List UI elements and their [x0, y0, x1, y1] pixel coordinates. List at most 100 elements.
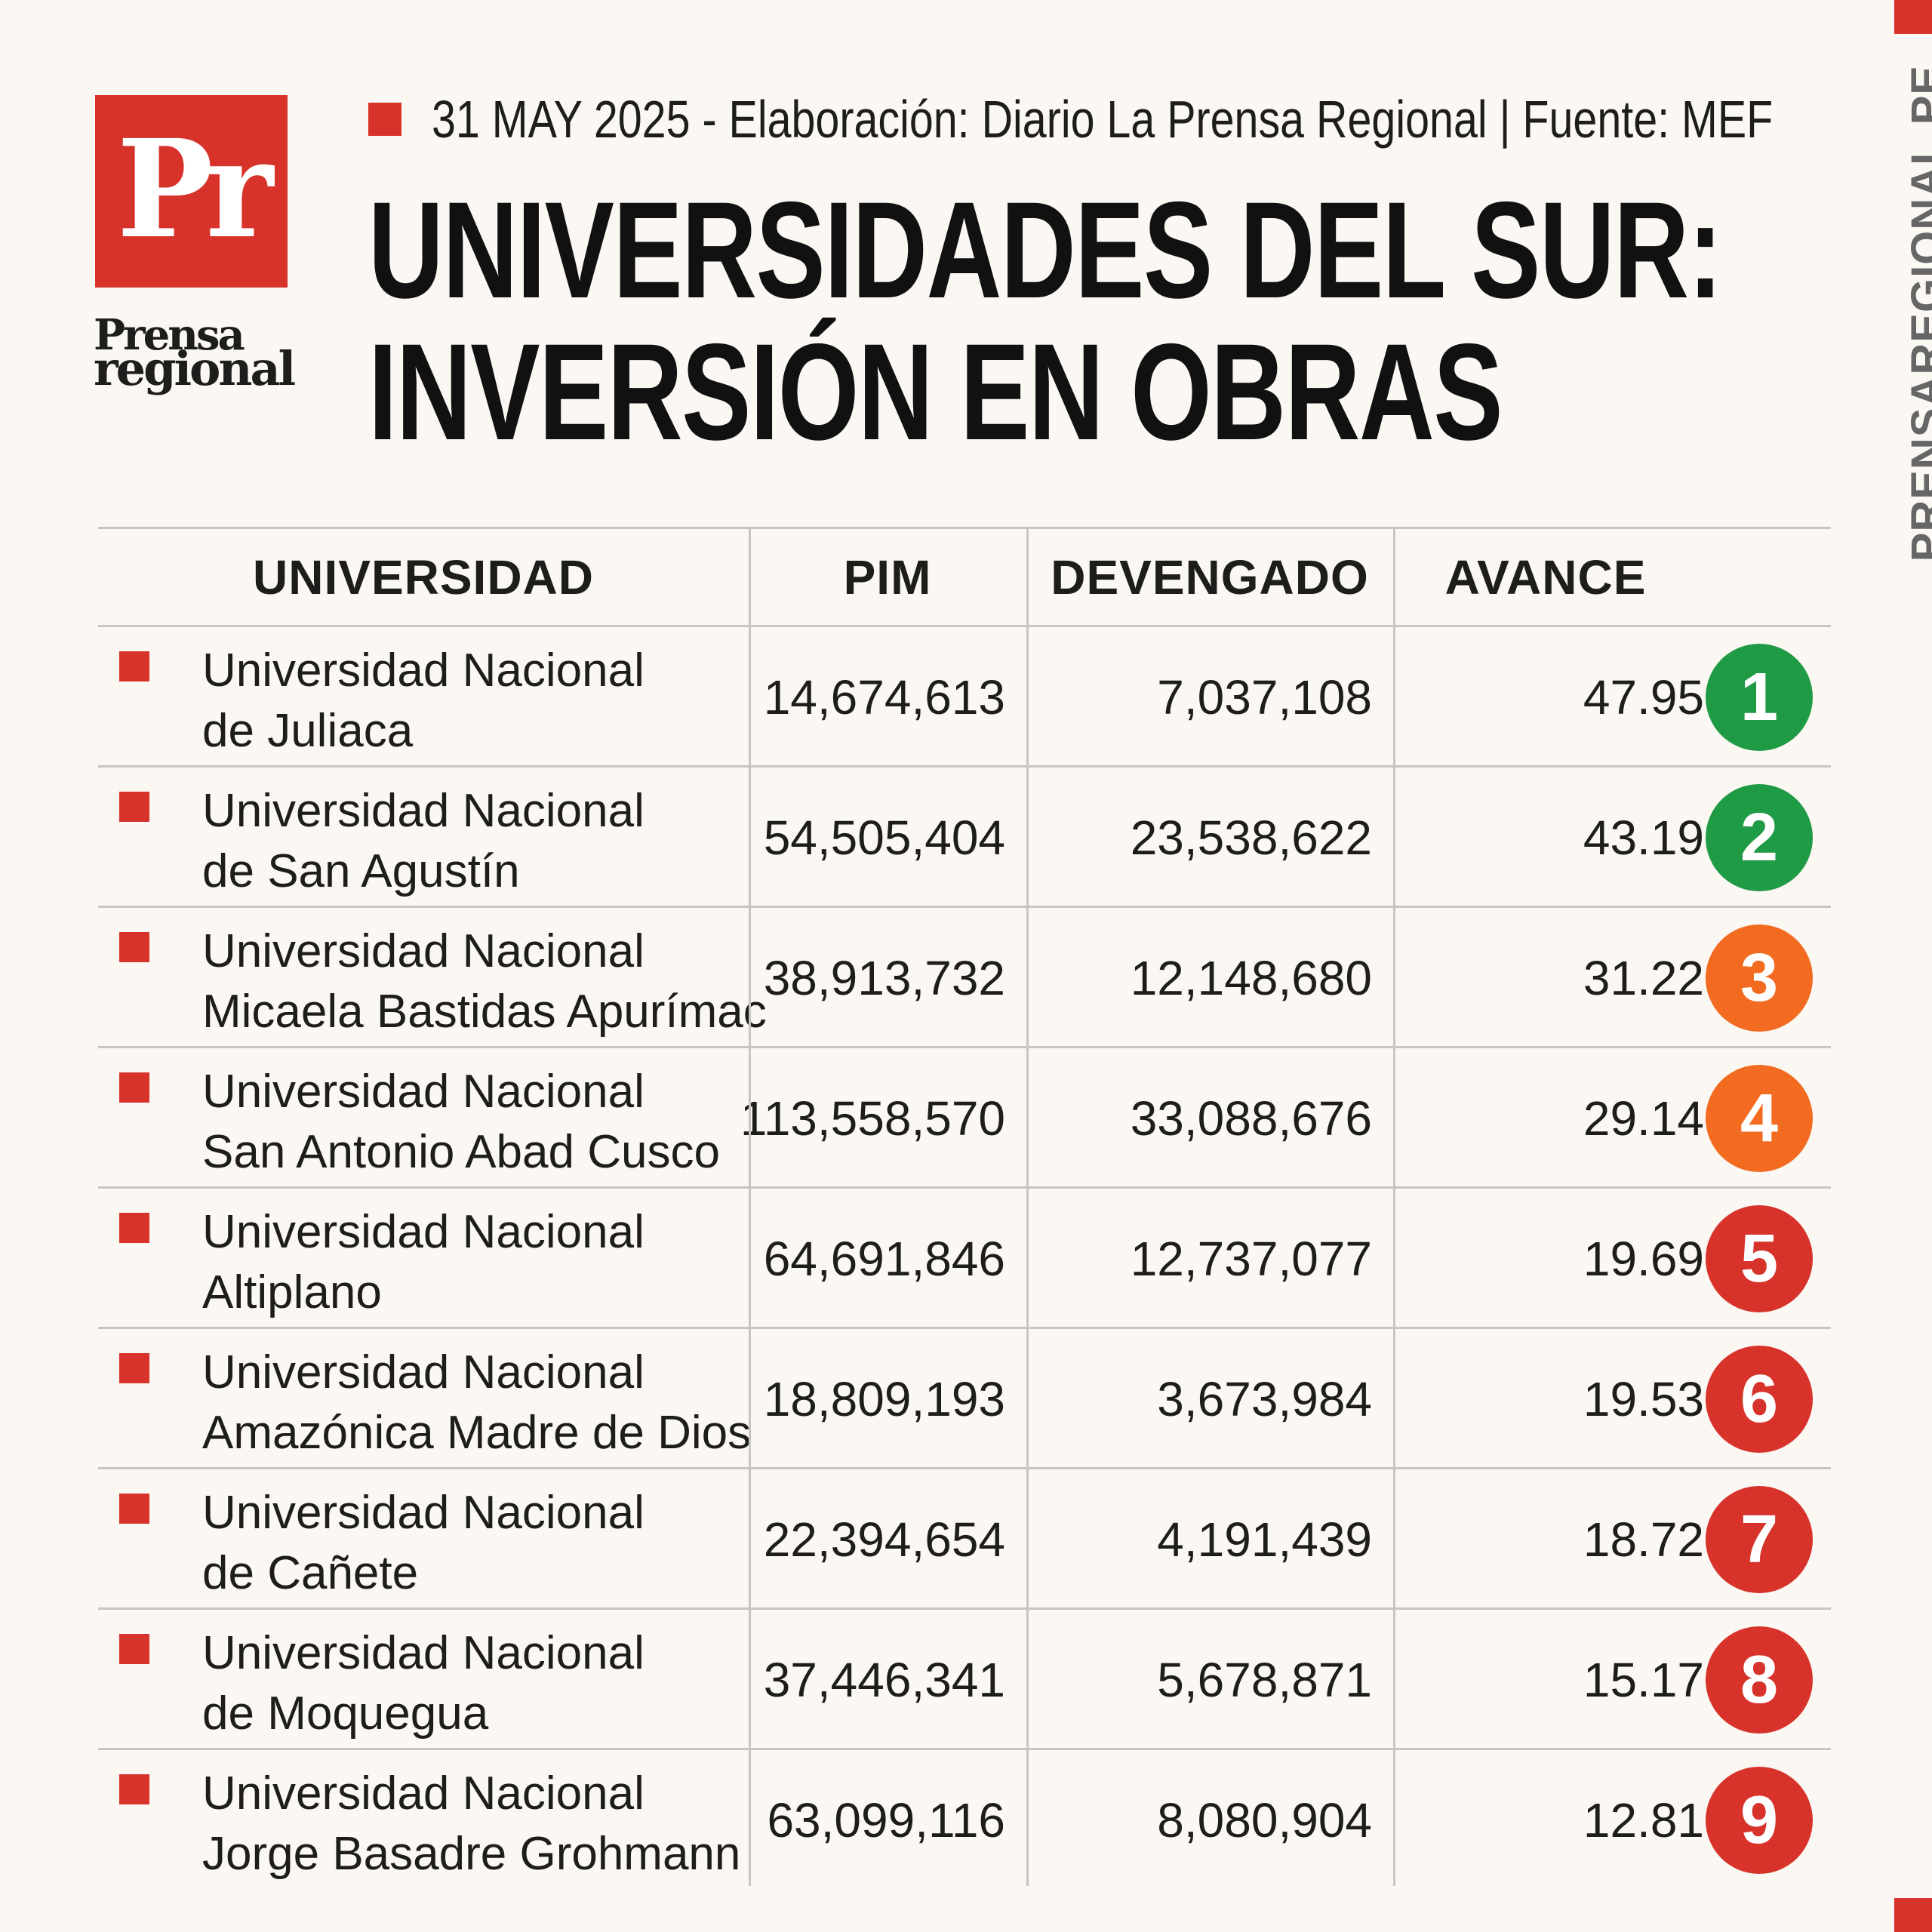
meta-text: 31 MAY 2025 - Elaboración: Diario La Pre… — [432, 90, 1774, 149]
row-bullet-icon — [119, 1213, 149, 1243]
university-name: Universidad Nacional de San Agustín — [202, 781, 645, 902]
devengado-value: 4,191,439 — [1157, 1512, 1372, 1567]
logo-word-top: Prensa — [94, 310, 245, 360]
meta-square-icon — [368, 103, 401, 136]
table-top-rule — [98, 527, 1831, 529]
header-universidad: UNIVERSIDAD — [253, 549, 594, 605]
university-name-line2: de Juliaca — [202, 705, 414, 757]
column-divider — [1393, 529, 1395, 1886]
university-name-line2: Micaela Bastidas Apurímac — [202, 986, 767, 1038]
row-bullet-icon — [119, 792, 149, 822]
corner-accent-top — [1894, 0, 1932, 34]
table-row: Universidad Nacional de Moquegua 37,446,34… — [98, 1610, 1831, 1750]
university-name: Universidad Nacional de Moquegua — [202, 1623, 645, 1744]
university-name-line2: de Cañete — [202, 1547, 419, 1599]
devengado-value: 5,678,871 — [1157, 1653, 1372, 1707]
row-bullet-icon — [119, 651, 149, 681]
page-title-line2: INVERSIÓN EN OBRAS — [368, 315, 1503, 469]
header-meta: 31 MAY 2025 - Elaboración: Diario La Pre… — [368, 89, 1932, 149]
university-name-line1: Universidad Nacional — [202, 1767, 645, 1820]
row-bullet-icon — [119, 1353, 149, 1383]
rank-badge: 1 — [1706, 644, 1813, 751]
header-pim: PIM — [843, 549, 932, 605]
devengado-value: 8,080,904 — [1157, 1793, 1372, 1847]
devengado-value: 33,088,676 — [1130, 1091, 1372, 1146]
row-bullet-icon — [119, 1072, 149, 1103]
rank-badge: 2 — [1706, 784, 1813, 891]
table-row: Universidad Nacional Micaela Bastidas Apu… — [98, 908, 1831, 1048]
side-site-text: PRENSAREGIONAL.PE — [1903, 65, 1932, 562]
university-name-line1: Universidad Nacional — [202, 925, 645, 977]
table-row: Universidad Nacional San Antonio Abad Cus… — [98, 1048, 1831, 1189]
logo-mark: Pr — [95, 95, 288, 288]
pim-value: 22,394,654 — [763, 1512, 1005, 1567]
university-name-line1: Universidad Nacional — [202, 1627, 645, 1679]
university-name-line1: Universidad Nacional — [202, 1066, 645, 1118]
avance-value: 29.14 — [1583, 1091, 1704, 1146]
pim-value: 14,674,613 — [763, 670, 1005, 724]
avance-value: 31.22 — [1583, 951, 1704, 1005]
avance-value: 19.69 — [1583, 1232, 1704, 1286]
university-name-line1: Universidad Nacional — [202, 1346, 645, 1398]
corner-accent-bottom — [1894, 1898, 1932, 1932]
rank-badge: 9 — [1706, 1767, 1813, 1874]
university-name-line2: de San Agustín — [202, 845, 520, 897]
rank-badge: 8 — [1706, 1626, 1813, 1734]
pim-value: 64,691,846 — [763, 1232, 1005, 1286]
page-title-line1: UNIVERSIDADES DEL SUR: — [368, 173, 1723, 327]
table-row: Universidad Nacional Altiplano 64,691,846 1… — [98, 1189, 1831, 1329]
header-avance: AVANCE — [1444, 549, 1647, 605]
avance-value: 12.81 — [1583, 1793, 1704, 1847]
devengado-value: 7,037,108 — [1157, 670, 1372, 724]
avance-value: 18.72 — [1583, 1512, 1704, 1567]
university-name-line1: Universidad Nacional — [202, 1487, 645, 1539]
row-bullet-icon — [119, 1494, 149, 1524]
pim-value: 37,446,341 — [763, 1653, 1005, 1707]
pim-value: 113,558,570 — [740, 1091, 1005, 1146]
pim-value: 38,913,732 — [763, 951, 1005, 1005]
university-name-line2: Altiplano — [202, 1266, 382, 1318]
university-name: Universidad Nacional de Cañete — [202, 1483, 645, 1604]
avance-value: 47.95 — [1583, 670, 1704, 724]
university-name-line1: Universidad Nacional — [202, 1206, 645, 1258]
university-name-line2: Amazónica Madre de Dios — [202, 1407, 752, 1459]
table-row: Universidad Nacional de Cañete 22,394,654 4… — [98, 1469, 1831, 1610]
rank-badge: 6 — [1706, 1346, 1813, 1453]
column-divider — [1026, 529, 1029, 1886]
university-name-line2: San Antonio Abad Cusco — [202, 1126, 720, 1178]
rank-badge: 4 — [1706, 1065, 1813, 1172]
avance-value: 43.19 — [1583, 811, 1704, 865]
header-devengado: DEVENGADO — [1051, 549, 1369, 605]
table-row: Universidad Nacional Amazónica Madre de D… — [98, 1329, 1831, 1469]
university-name-line2: de Moquegua — [202, 1687, 489, 1740]
table-row: Universidad Nacional Jorge Basadre Grohma… — [98, 1750, 1831, 1890]
logo-letters: Pr — [116, 109, 273, 269]
row-bullet-icon — [119, 932, 149, 962]
column-divider — [749, 529, 751, 1886]
devengado-value: 12,737,077 — [1130, 1232, 1372, 1286]
avance-value: 15.17 — [1583, 1653, 1704, 1707]
devengado-value: 12,148,680 — [1130, 951, 1372, 1005]
rank-badge: 7 — [1706, 1486, 1813, 1593]
university-name-line2: Jorge Basadre Grohmann — [202, 1828, 741, 1880]
row-bullet-icon — [119, 1774, 149, 1804]
row-bullet-icon — [119, 1634, 149, 1664]
rank-badge: 3 — [1706, 924, 1813, 1032]
pim-value: 54,505,404 — [763, 811, 1005, 865]
avance-value: 19.53 — [1583, 1372, 1704, 1426]
university-name-line1: Universidad Nacional — [202, 785, 645, 837]
university-name: Universidad Nacional San Antonio Abad Cus… — [202, 1062, 720, 1183]
logo-word-bottom: regional — [94, 341, 296, 396]
university-name: Universidad Nacional Amazónica Madre de D… — [202, 1343, 751, 1463]
table-row: Universidad Nacional de San Agustín 54,505… — [98, 768, 1831, 908]
university-name-line1: Universidad Nacional — [202, 645, 645, 697]
pim-value: 63,099,116 — [767, 1793, 1005, 1847]
university-name: Universidad Nacional Altiplano — [202, 1202, 645, 1323]
devengado-value: 3,673,984 — [1157, 1372, 1372, 1426]
rank-badge: 5 — [1706, 1205, 1813, 1312]
university-name: Universidad Nacional de Juliaca — [202, 641, 645, 761]
pim-value: 18,809,193 — [763, 1372, 1005, 1426]
university-name: Universidad Nacional Micaela Bastidas Apu… — [202, 921, 767, 1042]
table-header-row: UNIVERSIDAD PIM DEVENGADO AVANCE — [98, 529, 1831, 627]
university-name: Universidad Nacional Jorge Basadre Grohma… — [202, 1764, 740, 1884]
